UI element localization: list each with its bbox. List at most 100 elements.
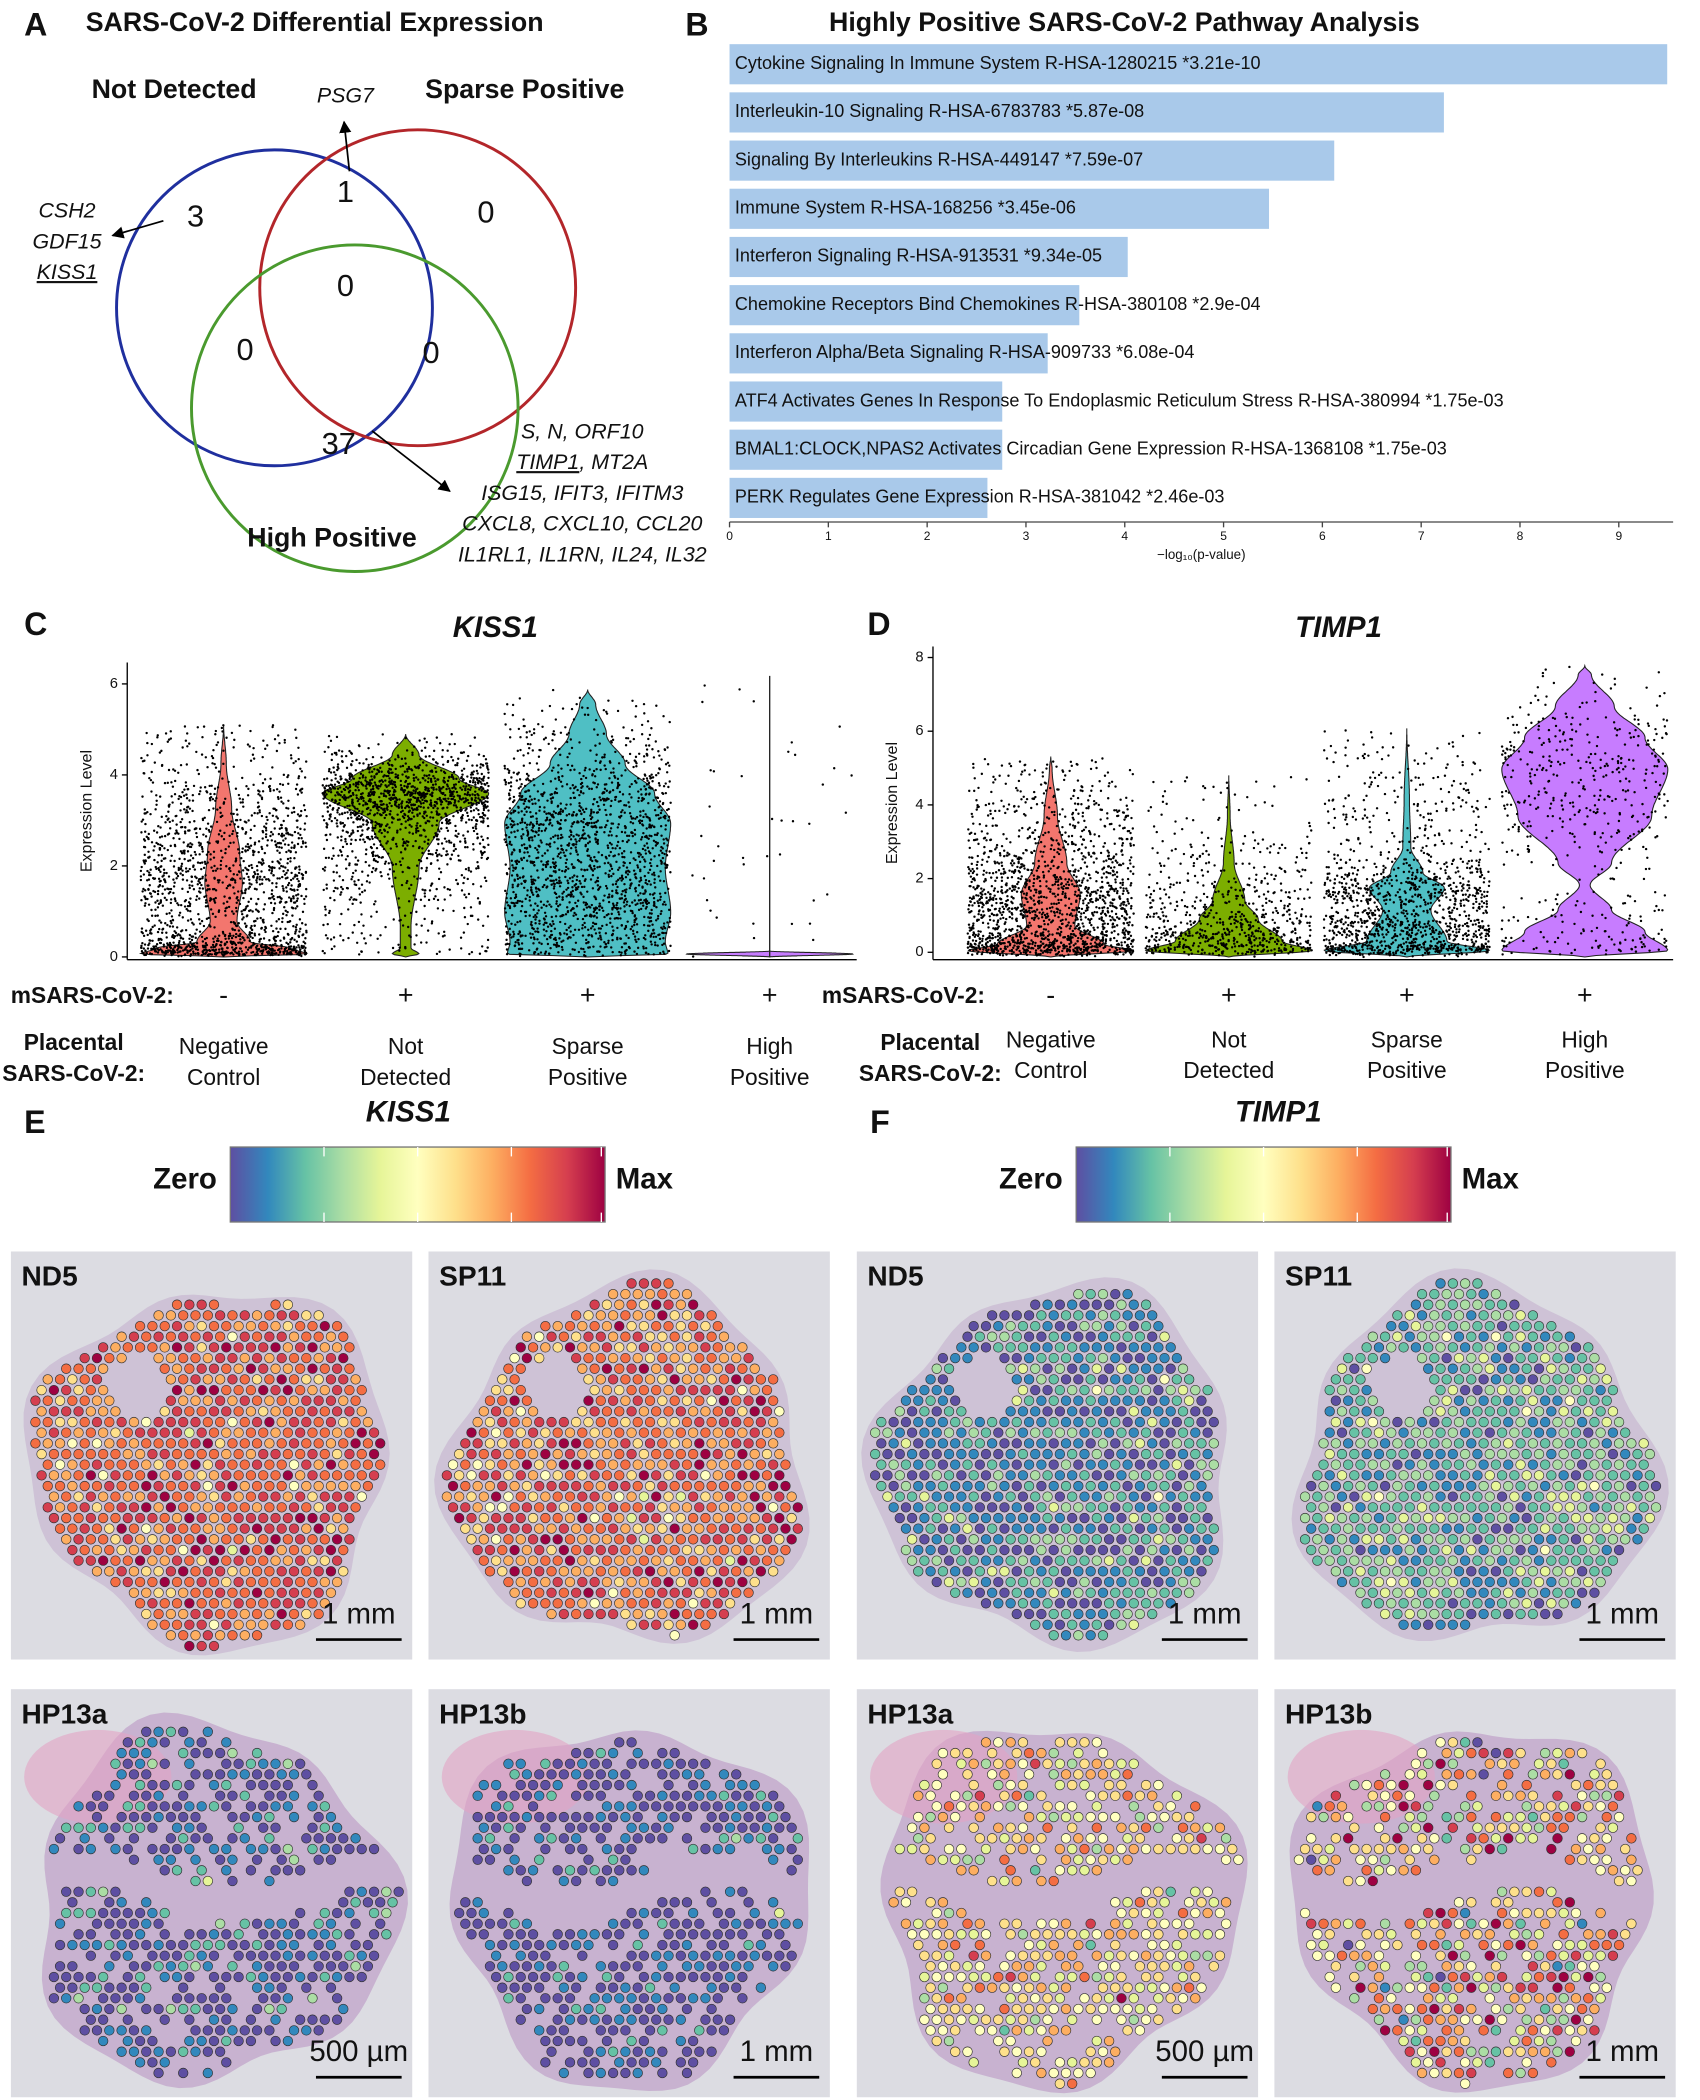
jitter-point [285, 877, 287, 879]
jitter-point [296, 889, 298, 891]
jitter-point [540, 900, 542, 902]
jitter-point [257, 806, 259, 808]
jitter-point [304, 842, 306, 844]
jitter-point [627, 737, 629, 739]
jitter-point [669, 780, 671, 782]
jitter-point [300, 846, 302, 848]
jitter-point [380, 756, 382, 758]
jitter-point [552, 920, 554, 922]
jitter-point [644, 934, 646, 936]
jitter-point [669, 945, 671, 947]
jitter-point [278, 842, 280, 844]
bar-label: BMAL1:CLOCK,NPAS2 Activates Circadian Ge… [735, 438, 1447, 458]
jitter-point [178, 914, 180, 916]
jitter-point [540, 860, 542, 862]
jitter-point [651, 748, 653, 750]
jitter-point [743, 863, 745, 865]
jitter-point [516, 921, 518, 923]
jitter-point [645, 951, 647, 953]
jitter-point [213, 763, 215, 765]
jitter-point [637, 938, 639, 940]
jitter-point [198, 853, 200, 855]
jitter-point [517, 878, 519, 880]
jitter-point [513, 809, 515, 811]
jitter-point [351, 903, 353, 905]
jitter-point [203, 925, 205, 927]
jitter-point [648, 880, 650, 882]
jitter-point [434, 805, 436, 807]
jitter-point [174, 935, 176, 937]
jitter-point [274, 902, 276, 904]
jitter-point [514, 924, 516, 926]
jitter-point [241, 941, 243, 943]
jitter-point [358, 803, 360, 805]
jitter-point [643, 755, 645, 757]
jitter-point [477, 897, 479, 899]
jitter-point [244, 849, 246, 851]
jitter-point [477, 797, 479, 799]
jitter-point [561, 785, 563, 787]
jitter-point [471, 799, 473, 801]
jitter-point [564, 876, 566, 878]
jitter-point [177, 875, 179, 877]
jitter-point [160, 901, 162, 903]
jitter-point [410, 825, 412, 827]
gene-name: CXCL8, CXCL10, CCL20 [462, 511, 702, 535]
jitter-point [518, 943, 520, 945]
jitter-point [504, 890, 506, 892]
jitter-point [392, 797, 394, 799]
jitter-point [173, 860, 175, 862]
jitter-point [288, 882, 290, 884]
jitter-point [374, 900, 376, 902]
region-count: 0 [337, 268, 354, 303]
jitter-point [531, 799, 533, 801]
jitter-point [620, 954, 622, 956]
jitter-point [547, 926, 549, 928]
jitter-point [343, 825, 345, 827]
jitter-point [358, 953, 360, 955]
jitter-point [324, 914, 326, 916]
jitter-point [336, 822, 338, 824]
jitter-point [533, 909, 535, 911]
jitter-point [237, 942, 239, 944]
jitter-point [468, 818, 470, 820]
jitter-point [287, 800, 289, 802]
jitter-point [524, 881, 526, 883]
jitter-point [341, 761, 343, 763]
jitter-point [442, 909, 444, 911]
jitter-point [469, 745, 471, 747]
jitter-point [295, 760, 297, 762]
jitter-point [255, 946, 257, 948]
jitter-point [470, 870, 472, 872]
jitter-point [505, 911, 507, 913]
jitter-point [192, 935, 194, 937]
jitter-point [247, 949, 249, 951]
jitter-point [344, 796, 346, 798]
jitter-point [560, 781, 562, 783]
jitter-point [358, 762, 360, 764]
jitter-point [285, 829, 287, 831]
jitter-point [376, 938, 378, 940]
jitter-point [336, 736, 338, 738]
jitter-point [185, 793, 187, 795]
jitter-point [149, 813, 151, 815]
gene-name: PSG7 [317, 83, 375, 107]
jitter-point [664, 782, 666, 784]
jitter-point [574, 902, 576, 904]
jitter-point [622, 864, 624, 866]
jitter-point [635, 890, 637, 892]
jitter-point [570, 834, 572, 836]
jitter-point [297, 747, 299, 749]
jitter-point [336, 791, 338, 793]
jitter-point [434, 832, 436, 834]
jitter-point [452, 759, 454, 761]
jitter-point [530, 886, 532, 888]
jitter-point [304, 924, 306, 926]
jitter-point [483, 809, 485, 811]
jitter-point [529, 795, 531, 797]
jitter-point [289, 860, 291, 862]
jitter-point [159, 880, 161, 882]
jitter-point [558, 828, 560, 830]
jitter-point [443, 931, 445, 933]
jitter-point [290, 879, 292, 881]
